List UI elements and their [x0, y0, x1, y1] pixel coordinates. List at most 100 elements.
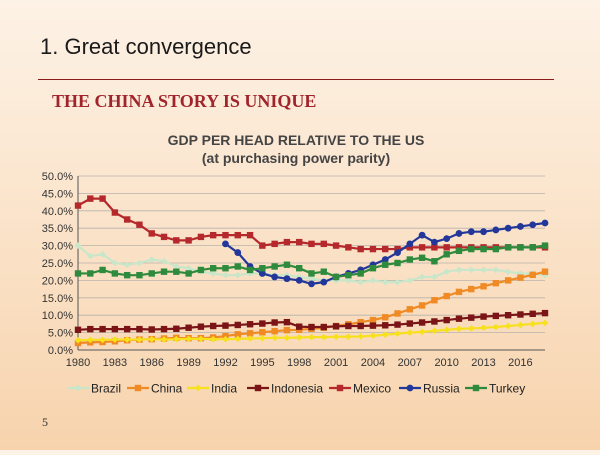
point-russia — [492, 226, 500, 234]
legend-label-russia: Russia — [423, 382, 460, 396]
point-india — [86, 336, 94, 344]
point-brazil — [541, 271, 549, 279]
point-brazil — [406, 277, 414, 284]
point-brazil — [86, 252, 94, 260]
point-indonesia — [357, 322, 364, 330]
point-brazil — [209, 270, 217, 277]
point-turkey — [283, 261, 291, 268]
x-tick-label: 2016 — [508, 357, 532, 369]
point-china — [455, 288, 463, 296]
legend-marker-russia — [406, 384, 414, 392]
point-brazil — [345, 277, 352, 284]
point-mexico — [209, 231, 217, 239]
point-indonesia — [246, 321, 254, 328]
x-tick-label: 1980 — [66, 357, 90, 369]
point-indonesia — [173, 325, 180, 332]
point-russia — [394, 249, 401, 256]
point-brazil — [394, 278, 401, 286]
point-turkey — [148, 270, 155, 277]
point-indonesia — [234, 321, 241, 329]
point-mexico — [418, 244, 426, 251]
point-india — [394, 330, 401, 337]
legend-label-china: China — [151, 382, 183, 396]
point-india — [517, 321, 524, 329]
point-brazil — [74, 242, 82, 249]
point-india — [504, 322, 512, 330]
point-india — [406, 329, 414, 336]
point-turkey — [529, 244, 536, 251]
point-india — [443, 326, 450, 334]
point-india — [197, 335, 205, 343]
point-india — [467, 325, 475, 332]
point-turkey — [431, 258, 438, 265]
point-mexico — [443, 244, 450, 251]
point-turkey — [173, 268, 180, 275]
point-turkey — [369, 265, 377, 272]
point-india — [529, 320, 537, 328]
point-russia — [541, 219, 549, 227]
point-india — [381, 331, 389, 338]
point-indonesia — [431, 318, 438, 325]
point-china — [246, 330, 254, 337]
point-indonesia — [406, 320, 414, 327]
point-china — [357, 318, 364, 326]
point-china — [369, 316, 377, 324]
y-tick-label: 35.0% — [42, 223, 73, 235]
legend-label-indonesia: Indonesia — [271, 382, 323, 396]
point-russia — [308, 280, 315, 288]
point-brazil — [283, 271, 291, 279]
point-turkey — [197, 266, 205, 274]
series-layer — [74, 195, 549, 347]
point-india — [295, 334, 303, 341]
point-mexico — [431, 244, 438, 251]
point-china — [394, 310, 401, 317]
point-russia — [517, 223, 524, 230]
point-turkey — [271, 263, 278, 270]
point-russia — [504, 224, 512, 232]
point-india — [259, 334, 266, 342]
point-china — [517, 274, 524, 281]
point-mexico — [394, 245, 401, 253]
point-brazil — [148, 256, 156, 263]
point-brazil — [160, 257, 168, 265]
series-indonesia — [74, 309, 549, 334]
point-indonesia — [517, 311, 524, 318]
point-mexico — [160, 233, 168, 241]
y-tick-label: 30.0% — [42, 241, 73, 253]
point-turkey — [541, 242, 549, 249]
y-tick-label: 0.0% — [48, 345, 73, 357]
point-china — [504, 277, 512, 284]
point-indonesia — [123, 325, 131, 333]
legend-marker-china — [134, 384, 142, 392]
point-brazil — [222, 271, 229, 279]
point-indonesia — [382, 322, 389, 329]
point-turkey — [406, 256, 414, 263]
point-turkey — [492, 245, 500, 253]
x-tick-label: 1989 — [176, 357, 200, 369]
point-mexico — [320, 240, 327, 248]
point-indonesia — [418, 319, 426, 326]
point-india — [74, 336, 82, 344]
point-brazil — [246, 270, 254, 277]
point-mexico — [234, 231, 241, 239]
x-tick-label: 2001 — [324, 357, 348, 369]
point-russia — [381, 256, 389, 263]
point-indonesia — [283, 318, 291, 326]
point-mexico — [296, 238, 303, 246]
point-china — [541, 268, 549, 275]
point-india — [111, 336, 119, 343]
point-india — [136, 336, 143, 343]
point-india — [332, 333, 340, 341]
point-china — [480, 283, 487, 290]
point-brazil — [443, 268, 450, 275]
point-india — [283, 334, 291, 342]
x-tick-label: 2007 — [398, 357, 422, 369]
point-brazil — [234, 271, 242, 279]
point-india — [185, 335, 192, 343]
point-brazil — [185, 264, 192, 272]
y-tick-label: 5.0% — [48, 328, 73, 340]
point-mexico — [308, 240, 315, 248]
point-india — [271, 334, 278, 342]
point-russia — [283, 275, 291, 283]
x-tick-label: 2013 — [471, 357, 495, 369]
